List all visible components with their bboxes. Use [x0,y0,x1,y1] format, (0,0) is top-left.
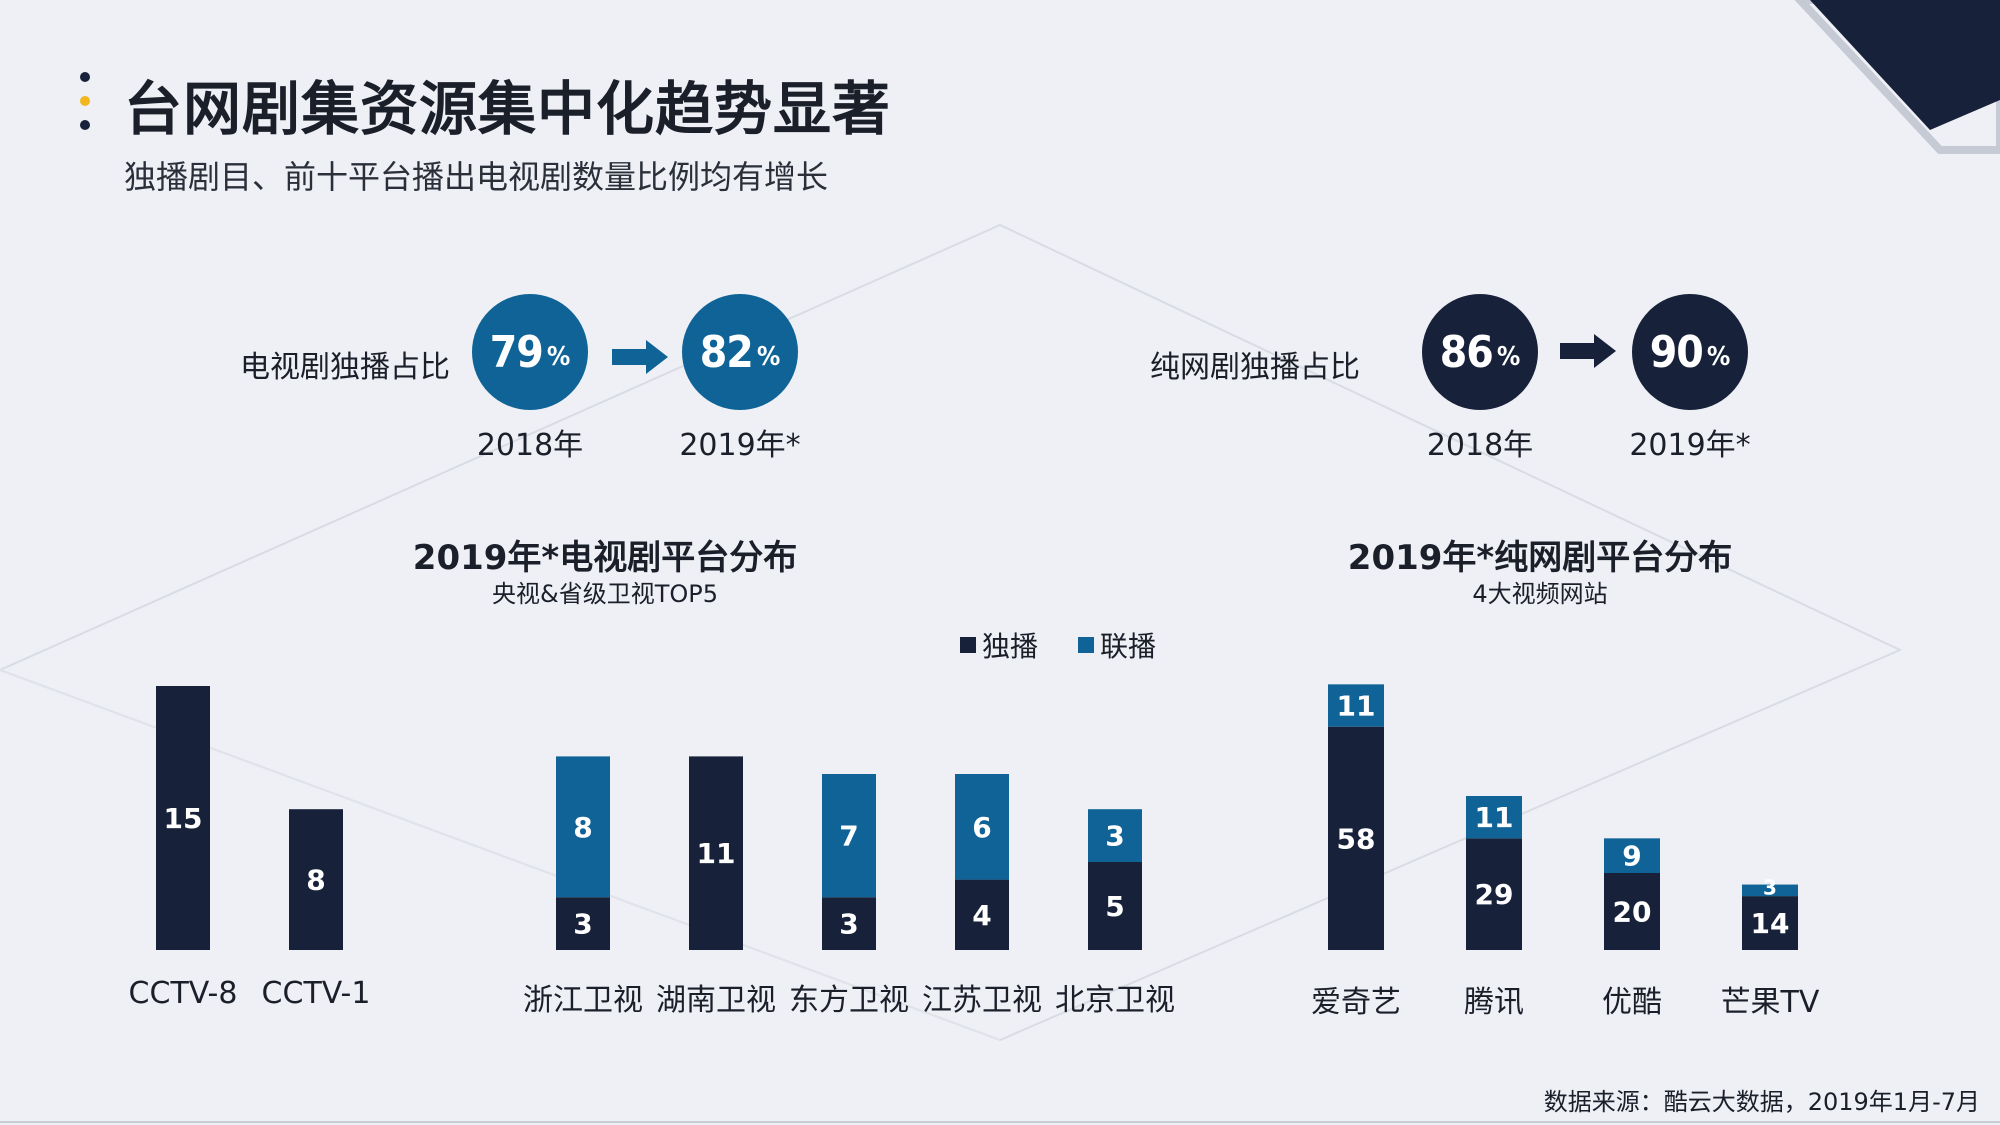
bar-segment-0-5-1 [955,774,1009,880]
legend-swatch-exclusive [960,637,976,653]
bar-segment-0-6-0 [1088,862,1142,950]
category-label-0-6: 北京卫视 [1055,983,1175,1018]
bar-value-label-0-2-0: 3 [573,908,592,941]
tv-2019-value: 82 [699,326,754,378]
category-label-1-1: 腾讯 [1464,985,1524,1020]
bar-value-label-0-5-1: 6 [972,811,991,844]
tv-2018-year: 2018年 [476,428,584,463]
bar-segment-0-0-0 [156,686,210,950]
bar-value-label-0-6-1: 3 [1105,820,1124,853]
category-label-0-1: CCTV-1 [262,976,371,1011]
title-dots-icon [78,70,92,140]
category-label-0-4: 东方卫视 [789,983,909,1018]
bar-segment-1-1-0 [1466,838,1522,950]
tv-arrow-icon [612,340,668,374]
bar-segment-1-1-1 [1466,796,1522,839]
web-2019-unit: % [1706,342,1731,372]
corner-triangle [1810,0,2000,130]
tv-chart-subtitle: 央视&省级卫视TOP5 [491,580,719,608]
tv-2018-unit: % [546,342,571,372]
bottom-divider [0,1121,2000,1123]
web-2018-circle: 86% [1422,294,1538,410]
bar-value-label-1-2-0: 20 [1613,896,1652,929]
bar-value-label-1-1-0: 29 [1475,878,1514,911]
bar-value-label-1-0-0: 58 [1337,822,1376,855]
bar-value-label-0-3-0: 11 [697,837,736,870]
bar-value-label-1-3-0: 14 [1751,907,1790,940]
legend-item-syndicated: 联播 [1078,625,1156,665]
page-title: 台网剧集资源集中化趋势显著 [124,75,892,143]
data-source: 数据来源：酷云大数据，2019年1月-7月 [1543,1088,1980,1116]
bar-value-label-0-0-0: 15 [164,802,203,835]
category-label-0-5: 江苏卫视 [922,983,1042,1018]
bar-value-label-1-2-1: 9 [1622,840,1641,873]
web-kpi-label: 纯网剧独播占比 [1150,350,1360,385]
web-2019-circle: 90% [1632,294,1748,410]
page-subtitle: 独播剧目、前十平台播出电视剧数量比例均有增长 [124,158,829,196]
web-chart-subtitle: 4大视频网站 [1472,580,1608,608]
bar-value-label-0-4-0: 3 [839,908,858,941]
web-2019-value: 90 [1649,326,1704,378]
bar-value-label-0-5-0: 4 [972,899,991,932]
category-label-0-3: 湖南卫视 [656,983,776,1018]
legend-label-syndicated: 联播 [1100,630,1157,663]
bar-segment-0-4-1 [822,774,876,898]
tv-2018-value: 79 [489,326,544,378]
chart-legend: 独播 联播 [960,625,1156,665]
bar-segment-1-3-0 [1742,896,1798,950]
bar-value-label-1-3-1: 3 [1763,875,1777,899]
legend-swatch-syndicated [1078,637,1095,653]
bar-value-label-0-2-1: 8 [573,811,592,844]
tv-chart-title: 2019年*电视剧平台分布 [412,538,798,578]
bar-segment-0-4-0 [822,897,876,950]
bar-segment-0-3-0 [689,756,743,950]
bar-segment-0-2-0 [556,897,610,950]
web-chart-title: 2019年*纯网剧平台分布 [1347,538,1733,578]
category-label-1-3: 芒果TV [1721,985,1820,1020]
tv-2019-year: 2019年* [679,428,801,463]
legend-label-exclusive: 独播 [982,630,1039,663]
tv-kpi-label: 电视剧独播占比 [240,350,450,385]
bar-segment-1-3-1 [1742,884,1798,897]
web-2018-unit: % [1496,342,1521,372]
bar-segment-0-6-1 [1088,809,1142,862]
tv-2018-circle: 79% [472,294,588,410]
bar-segment-0-2-1 [556,756,610,898]
bar-value-label-1-0-1: 11 [1337,690,1376,723]
category-label-0-2: 浙江卫视 [523,983,643,1018]
web-2018-value: 86 [1439,326,1494,378]
category-label-1-2: 优酷 [1602,985,1662,1020]
legend-item-exclusive: 独播 [960,625,1038,665]
category-label-0-0: CCTV-8 [129,976,238,1011]
bar-segment-1-0-0 [1328,726,1384,950]
bar-segment-1-2-1 [1604,838,1660,873]
tv-2019-unit: % [756,342,781,372]
bar-segment-1-2-0 [1604,873,1660,950]
bar-value-label-0-6-0: 5 [1105,890,1124,923]
bar-value-label-0-1-0: 8 [306,864,325,897]
web-arrow-icon [1560,334,1616,368]
web-2018-year: 2018年 [1426,428,1534,463]
bar-segment-0-5-0 [955,879,1009,950]
tv-2019-circle: 82% [682,294,798,410]
bar-value-label-1-1-1: 11 [1475,801,1514,834]
bar-segment-1-0-1 [1328,684,1384,727]
bar-value-label-0-4-1: 7 [839,820,858,853]
category-label-1-0: 爱奇艺 [1311,985,1401,1020]
bar-segment-0-1-0 [289,809,343,950]
web-2019-year: 2019年* [1629,428,1751,463]
corner-frame [1794,0,2000,154]
